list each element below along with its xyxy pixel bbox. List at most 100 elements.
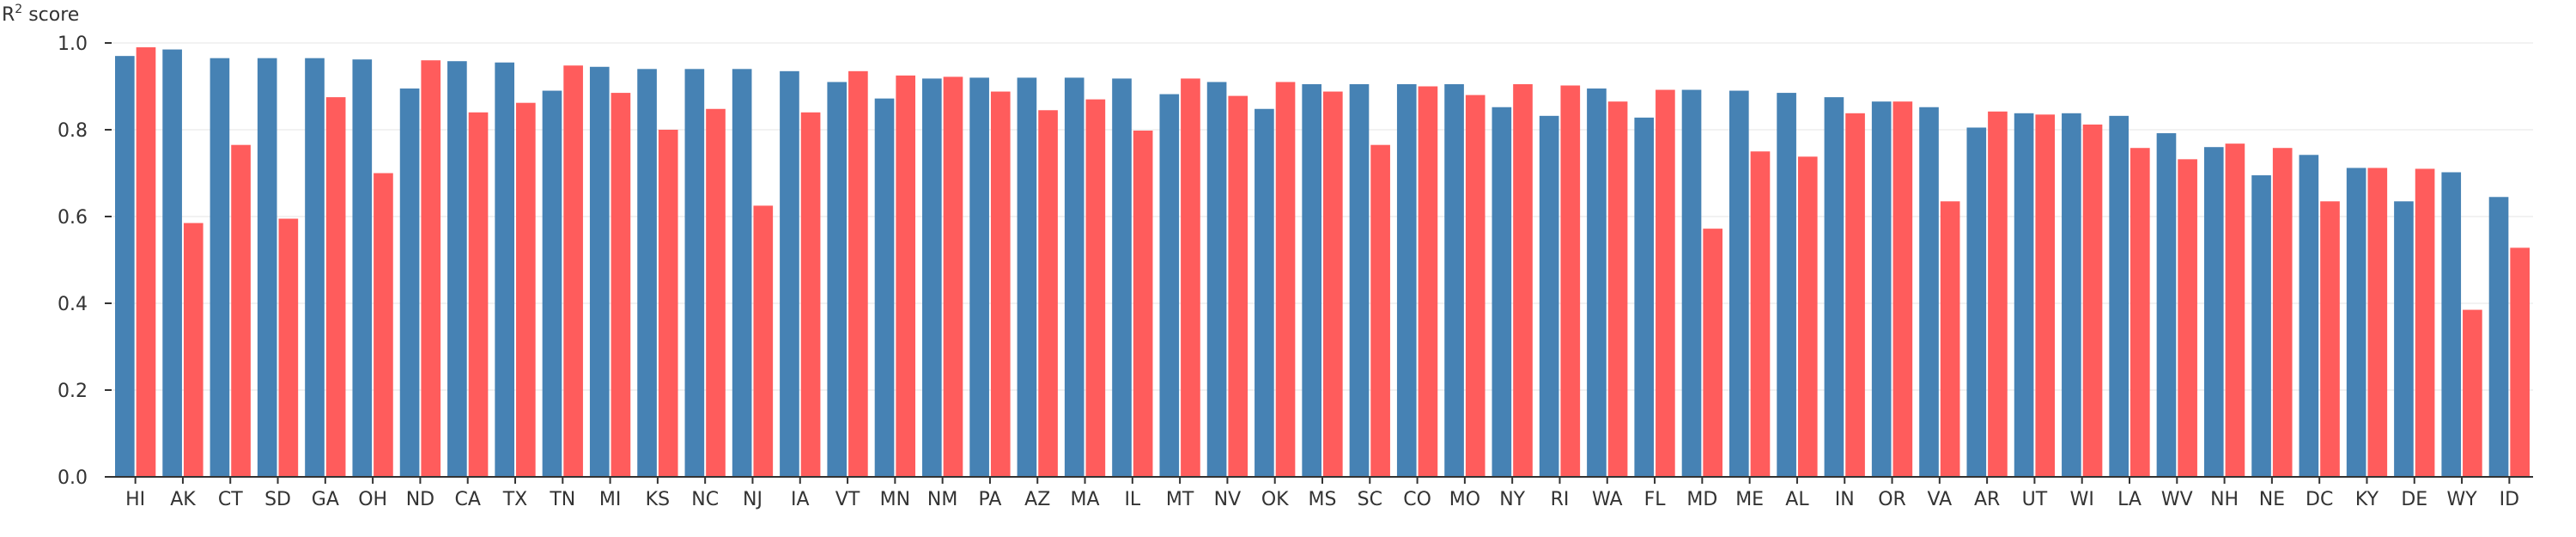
bar-series-2-nc [706,108,726,477]
x-tick-label-ks: KS [646,489,670,510]
x-tick-label-ca: CA [454,489,480,510]
bar-series-2-oh [374,173,393,477]
x-tick-label-pa: PA [978,489,1001,510]
bar-series-2-md [1703,229,1722,477]
x-tick-label-ct: CT [218,489,243,510]
bar-series-1-nd [399,88,420,478]
bar-series-1-az [1017,77,1037,478]
bar-series-2-ky [2367,168,2388,477]
x-tick-label-wa: WA [1592,489,1623,510]
bar-series-2-va [1940,201,1960,477]
bar-series-1-co [1396,83,1417,477]
bar-series-1-ky [2346,168,2366,477]
bar-series-2-ar [1988,111,2008,478]
bar-series-2-pa [990,91,1011,477]
bar-series-1-vt [827,82,848,477]
bar-series-1-ga [305,58,325,478]
bar-series-2-me [1750,151,1771,477]
bar-series-1-wv [2156,133,2177,478]
x-tick-label-hi: HI [125,489,145,510]
x-tick-label-id: ID [2500,489,2519,510]
x-tick-label-ga: GA [312,489,339,510]
x-tick-label-fl: FL [1644,489,1667,510]
bar-series-1-id [2488,197,2509,477]
x-tick-label-or: OR [1878,489,1906,510]
x-tick-label-la: LA [2117,489,2142,510]
bar-series-1-ri [1539,115,1559,477]
bar-series-2-vt [848,70,868,477]
bar-series-2-ca [468,112,489,478]
bar-series-1-mi [589,66,610,478]
bar-series-2-ok [1275,82,1296,477]
x-axis: HI AK CT SD GA OH ND CA TX TN MI KS NC NJ IA VT MN NM PA AZ… [112,476,2533,510]
x-tick-label-nh: NH [2210,489,2239,510]
bar-series-1-ma [1064,77,1084,478]
bar-series-2-nd [421,60,441,477]
bar-series-1-ct [210,58,230,478]
bar-series-2-wv [2178,159,2197,477]
y-tick-label: 1.0 [58,34,88,55]
bar-series-2-nm [943,76,963,477]
bar-series-2-ak [183,223,204,477]
x-tick-label-va: VA [1927,489,1952,510]
bar-series-1-nh [2203,147,2224,477]
x-tick-label-ut: UT [2022,489,2048,510]
bar-series-2-mo [1465,95,1485,477]
bar-series-2-az [1038,110,1058,477]
bar-series-1-tx [495,62,514,477]
x-tick-label-ar: AR [1974,489,2000,510]
bar-series-2-ma [1085,99,1106,478]
bar-series-2-dc [2320,201,2340,477]
bar-series-2-nv [1228,95,1249,478]
bar-series-2-mn [896,75,915,477]
bar-series-2-or [1893,101,1913,478]
bar-series-1-ar [1966,127,1987,477]
bar-series-2-fl [1656,89,1675,477]
x-tick-label-de: DE [2401,489,2427,510]
bar-series-2-ga [325,97,346,477]
bar-series-2-hi [136,47,156,478]
bar-series-1-va [1919,107,1939,478]
bar-series-2-mi [611,93,631,477]
x-tick-label-oh: OH [358,489,387,510]
bar-series-1-nj [732,69,752,478]
bar-series-2-sc [1370,144,1390,478]
bar-series-1-ak [162,49,182,477]
x-tick-label-nd: ND [406,489,434,510]
bar-series-1-oh [352,59,373,477]
bar-series-2-ut [2035,114,2056,477]
bar-series-1-in [1824,97,1844,477]
x-tick-label-mt: MT [1166,489,1194,510]
y-tick-label: 0.4 [58,294,88,315]
bar-series-2-ct [231,144,251,478]
bar-series-2-ks [658,130,678,477]
x-tick-label-ok: OK [1261,489,1289,510]
bar-series-2-wi [2082,124,2103,477]
x-tick-label-nm: NM [927,489,957,510]
bar-series-1-ne [2251,175,2271,477]
gridlines [112,42,2533,391]
bar-series-1-hi [115,56,135,478]
y-axis: 0.0 0.2 0.4 0.6 0.8 1.0 [58,34,112,489]
x-tick-label-ky: KY [2355,489,2379,510]
bar-series-1-sc [1349,83,1370,477]
x-tick-label-wv: WV [2161,489,2193,510]
bar-series-2-ny [1513,83,1533,477]
bar-series-1-ca [447,61,467,478]
bars [115,47,2530,478]
x-tick-label-ne: NE [2259,489,2285,510]
x-tick-label-ny: NY [1499,489,1525,510]
x-tick-label-nc: NC [691,489,719,510]
y-axis-label-suffix: score [22,4,79,26]
bar-series-1-sd [257,58,277,478]
bar-series-1-ia [780,70,799,477]
bar-series-2-tn [563,65,583,477]
bar-series-2-tx [516,102,536,477]
bar-series-2-sd [278,218,299,477]
bar-series-1-al [1777,93,1796,477]
bar-series-1-or [1871,101,1892,478]
bar-series-1-dc [2299,155,2319,478]
x-tick-label-az: AZ [1024,489,1050,510]
y-axis-label: R2 score [2,3,79,26]
bar-series-2-ia [800,112,821,478]
